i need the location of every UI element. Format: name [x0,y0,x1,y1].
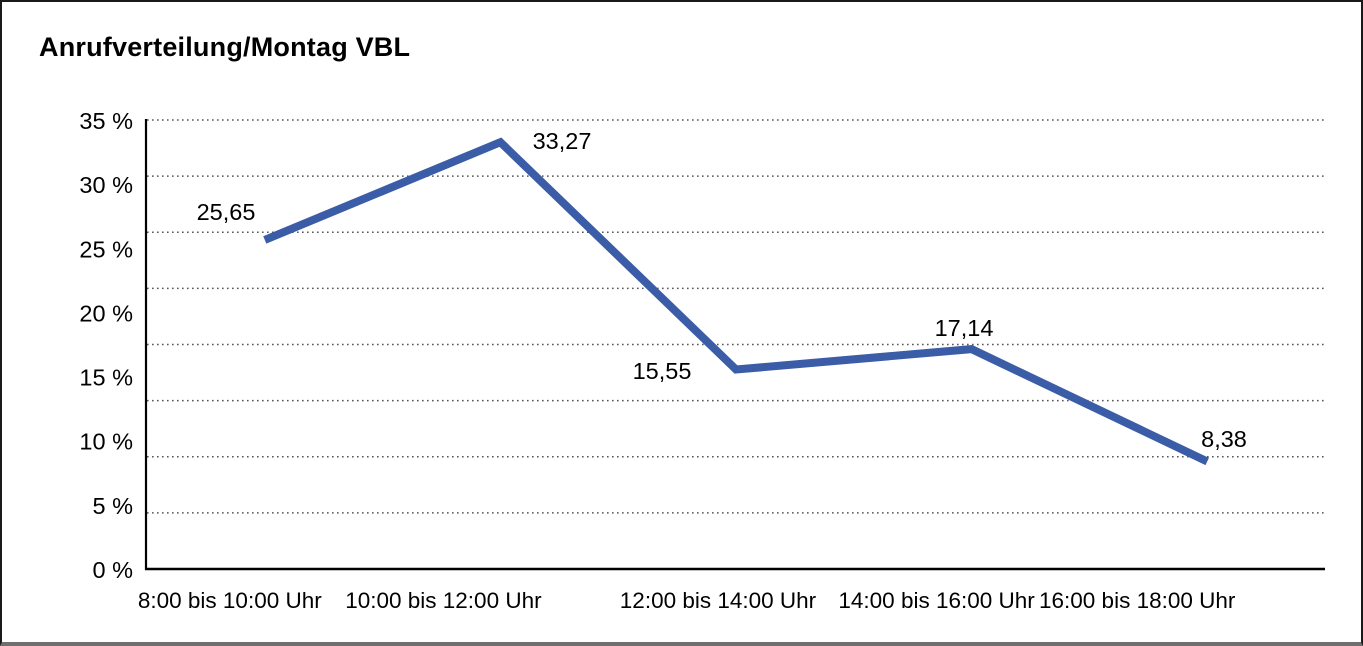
value-label: 33,27 [533,128,592,154]
ytick-label: 35 % [79,108,133,134]
ytick-label: 30 % [79,172,133,198]
value-label: 17,14 [935,315,994,341]
xtick-label: 10:00 bis 12:00 Uhr [345,588,542,613]
data-series-line [263,137,1209,466]
ytick-label: 25 % [79,236,133,262]
ytick-label: 15 % [79,365,133,391]
xtick-label: 8:00 bis 10:00 Uhr [138,588,322,613]
value-label: 15,55 [633,358,692,384]
xtick-label: 14:00 bis 16:00 Uhr [838,588,1035,613]
ytick-label: 0 % [93,557,134,583]
ytick-label: 20 % [79,300,133,326]
xtick-label: 12:00 bis 14:00 Uhr [620,588,817,613]
xtick-label: 16:00 bis 18:00 Uhr [1039,588,1236,613]
ytick-label: 5 % [93,493,134,519]
value-label: 25,65 [197,199,256,225]
ytick-label: 10 % [79,429,133,455]
chart-title: Anrufverteilung/Montag VBL [39,32,411,62]
value-label: 8,38 [1201,426,1247,452]
